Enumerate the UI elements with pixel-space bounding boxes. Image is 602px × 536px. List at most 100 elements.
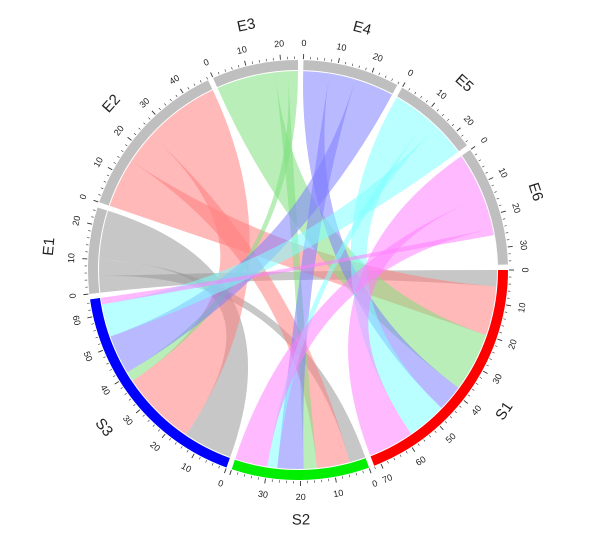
- sector-track-s1: [370, 270, 508, 466]
- tick-mark: [98, 194, 101, 196]
- tick-label-s2-0: 0: [371, 478, 379, 489]
- tick-mark: [494, 345, 498, 347]
- tick-mark: [117, 156, 120, 158]
- tick-mark: [199, 456, 201, 460]
- tick-label-s3-40: 40: [98, 383, 112, 397]
- tick-label-e6-0: 0: [479, 135, 490, 145]
- tick-mark: [83, 293, 89, 296]
- tick-mark: [482, 370, 488, 374]
- tick-mark: [244, 60, 247, 66]
- tick-mark: [479, 376, 483, 379]
- tick-mark: [391, 78, 393, 82]
- tick-mark: [98, 349, 104, 353]
- tick-label-e5-10: 10: [435, 87, 449, 101]
- tick-mark: [456, 127, 461, 132]
- tick-mark: [439, 425, 444, 431]
- tick-label-s2-10: 10: [332, 488, 344, 500]
- tick-mark: [408, 88, 411, 91]
- tick-mark: [107, 166, 113, 171]
- tick-mark: [425, 100, 428, 103]
- tick-mark: [428, 435, 432, 438]
- tick-mark: [128, 398, 132, 401]
- tick-mark: [465, 140, 468, 143]
- tick-mark: [488, 177, 494, 181]
- tick-mark: [113, 162, 116, 164]
- tick-mark: [97, 343, 101, 345]
- tick-label-s1-40: 40: [469, 403, 483, 417]
- tick-mark: [411, 447, 416, 452]
- tick-mark: [193, 83, 196, 86]
- link-e6-s3: [100, 228, 494, 305]
- tick-mark: [399, 454, 402, 458]
- tick-mark: [124, 392, 127, 395]
- tick-mark: [463, 400, 469, 404]
- tick-mark: [486, 364, 489, 367]
- tick-mark: [498, 204, 502, 207]
- tick-mark: [93, 199, 99, 203]
- tick-mark: [238, 64, 240, 68]
- tick-mark: [492, 351, 495, 354]
- tick-mark: [506, 304, 512, 307]
- tick-mark: [206, 76, 208, 80]
- tick-mark: [158, 107, 161, 111]
- tick-mark: [507, 245, 513, 248]
- tick-mark: [147, 419, 150, 422]
- ticks-layer: 0102030405060700102030010203040506001020…: [66, 38, 530, 502]
- tick-mark: [125, 144, 128, 147]
- tick-mark: [374, 466, 376, 470]
- tick-mark: [161, 433, 166, 439]
- sector-label-e6: E6: [525, 181, 547, 204]
- tick-mark: [335, 477, 337, 483]
- tick-mark: [482, 165, 485, 168]
- tick-label-e2-40: 40: [167, 73, 181, 87]
- sector-track-s2: [231, 458, 370, 480]
- tick-mark: [470, 146, 476, 150]
- tick-mark: [95, 336, 99, 339]
- tick-mark: [142, 414, 145, 417]
- tick-mark: [474, 153, 478, 156]
- tick-mark: [365, 67, 367, 71]
- tick-mark: [224, 69, 226, 72]
- tick-mark: [459, 405, 462, 408]
- tick-mark: [133, 404, 136, 407]
- tick-mark: [87, 222, 93, 225]
- tick-mark: [169, 438, 171, 441]
- tick-label-e5-0: 0: [406, 67, 415, 78]
- tick-mark: [497, 338, 503, 342]
- tick-mark: [243, 474, 246, 477]
- tick-label-s3-20: 20: [148, 439, 162, 453]
- link-e5-s3: [102, 126, 459, 337]
- tick-mark: [402, 82, 406, 87]
- tick-mark: [231, 67, 233, 70]
- tick-mark: [138, 127, 141, 130]
- tick-label-e6-10: 10: [496, 166, 509, 179]
- tick-mark: [387, 460, 389, 464]
- links-layer: [99, 71, 497, 470]
- tick-mark: [143, 122, 146, 125]
- sector-label-e1: E1: [40, 237, 59, 257]
- tick-mark: [106, 174, 110, 177]
- tick-mark: [502, 218, 506, 220]
- tick-mark: [384, 75, 387, 78]
- tick-mark: [152, 424, 155, 427]
- tick-mark: [264, 478, 266, 484]
- tick-mark: [393, 457, 396, 461]
- tick-mark: [187, 87, 190, 90]
- tick-mark: [380, 463, 384, 469]
- link-e1-s3: [99, 210, 249, 458]
- tick-mark: [417, 443, 420, 446]
- tick-mark: [446, 118, 450, 122]
- tick-mark: [405, 451, 408, 454]
- tick-mark: [451, 123, 455, 127]
- tick-label-s1-30: 30: [490, 372, 504, 386]
- tick-mark: [179, 88, 184, 94]
- sector-label-e5: E5: [452, 71, 477, 96]
- tick-label-e5-20: 20: [462, 113, 476, 127]
- tick-label-s3-0: 0: [217, 478, 225, 489]
- sector-track-e1: [88, 207, 108, 294]
- tick-mark: [342, 476, 344, 479]
- tick-mark: [199, 80, 202, 83]
- tick-mark: [504, 225, 507, 227]
- tick-mark: [106, 362, 109, 365]
